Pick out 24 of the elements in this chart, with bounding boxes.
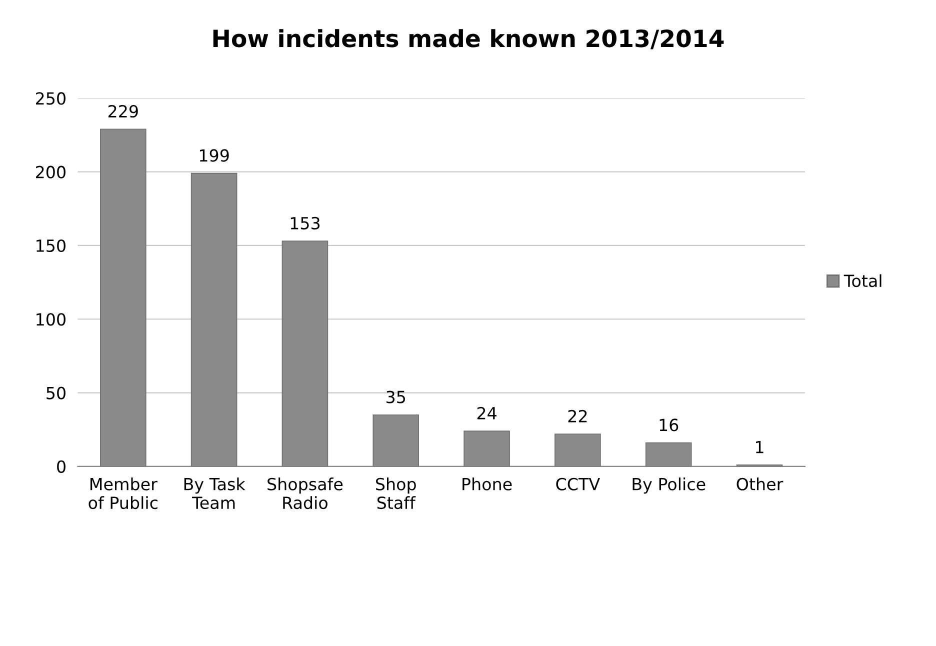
data-label: 153 — [290, 216, 320, 230]
data-label: 22 — [568, 410, 587, 422]
y-tick-label: 200 — [36, 166, 66, 178]
y-tick-label: 100 — [36, 313, 66, 326]
data-label: 229 — [108, 104, 138, 118]
x-tick-label: By Police — [632, 478, 706, 494]
y-tick-label: 150 — [36, 239, 66, 252]
x-tick-label: Shopsafe Radio — [268, 478, 343, 510]
y-tick-label: 50 — [46, 386, 66, 400]
x-tick-label: Phone — [462, 478, 512, 490]
data-label: 35 — [386, 390, 406, 404]
x-tick-label: Shop Staff — [376, 478, 416, 510]
y-tick-label: 0 — [57, 460, 66, 473]
x-tick-label: CCTV — [556, 478, 600, 490]
y-tick-label: 250 — [36, 92, 66, 105]
chart-title: How incidents made known 2013/2014 — [213, 29, 724, 50]
data-label: 24 — [477, 406, 496, 420]
data-label: 199 — [200, 149, 229, 162]
x-tick-label: Member of Public — [88, 478, 158, 510]
x-tick-label: By Task Team — [184, 478, 246, 510]
x-tick-label: Other — [736, 478, 784, 490]
legend-label: Total — [844, 274, 882, 288]
data-label: 16 — [660, 418, 678, 432]
data-label: 1 — [756, 440, 764, 454]
